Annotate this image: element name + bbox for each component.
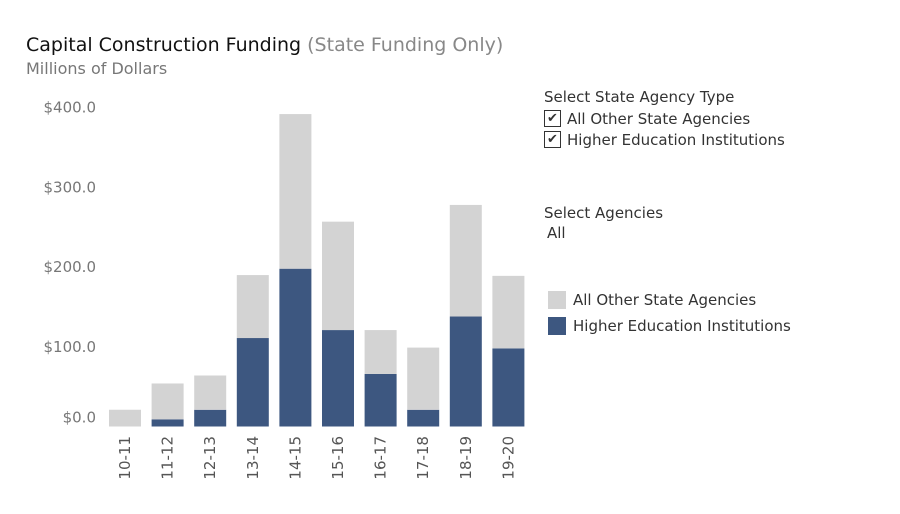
y-tick-label: $200.0	[44, 258, 97, 276]
x-tick-label: 16-17	[372, 436, 390, 480]
checkbox-all-other[interactable]: ✔ All Other State Agencies	[544, 108, 785, 129]
bar-all-other-17-18	[407, 347, 440, 410]
check-icon: ✔	[544, 110, 561, 127]
bar-higher-ed-17-18	[407, 409, 440, 427]
bar-all-other-15-16	[322, 221, 354, 331]
legend-item-all-other[interactable]: All Other State Agencies	[548, 287, 791, 313]
bar-higher-ed-15-16	[322, 330, 354, 427]
y-tick-label: $300.0	[44, 178, 97, 196]
bar-all-other-12-13	[194, 375, 227, 410]
filter-label: Select State Agency Type	[544, 88, 735, 106]
checkbox-label: Higher Education Institutions	[567, 130, 785, 149]
y-tick-label: $0.0	[63, 409, 96, 427]
legend-item-higher-ed[interactable]: Higher Education Institutions	[548, 313, 791, 339]
bar-all-other-16-17	[364, 330, 397, 374]
agency-type-filter: Select State Agency Type ✔ All Other Stat…	[544, 88, 785, 150]
x-tick-label: 17-18	[414, 436, 432, 480]
agencies-dropdown[interactable]: All	[547, 224, 566, 242]
x-tick-label: 10-11	[116, 436, 134, 480]
agencies-filter: Select Agencies All	[544, 204, 663, 242]
bar-higher-ed-11-12	[151, 419, 184, 427]
x-tick-label: 12-13	[201, 436, 219, 480]
bar-higher-ed-18-19	[449, 316, 482, 427]
bar-higher-ed-13-14	[236, 338, 269, 427]
legend-swatch	[548, 317, 566, 335]
bar-higher-ed-14-15	[279, 268, 312, 427]
y-tick-label: $400.0	[44, 99, 97, 117]
bar-all-other-19-20	[492, 275, 525, 349]
bar-higher-ed-19-20	[492, 348, 525, 427]
legend-label: Higher Education Institutions	[573, 317, 791, 335]
bar-all-other-18-19	[449, 204, 482, 317]
x-tick-label: 11-12	[159, 436, 177, 480]
legend-label: All Other State Agencies	[573, 291, 757, 309]
legend-swatch	[548, 291, 566, 309]
bar-higher-ed-16-17	[364, 373, 397, 427]
x-tick-label: 18-19	[457, 436, 475, 480]
bar-all-other-13-14	[236, 275, 269, 339]
checkbox-higher-ed[interactable]: ✔ Higher Education Institutions	[544, 129, 785, 150]
checkbox-label: All Other State Agencies	[567, 109, 751, 128]
bar-all-other-14-15	[279, 114, 312, 269]
filter-label: Select Agencies	[544, 204, 664, 222]
legend: All Other State Agencies Higher Educatio…	[548, 287, 791, 339]
x-tick-label: 15-16	[329, 436, 347, 480]
bar-all-other-11-12	[151, 383, 184, 420]
y-tick-label: $100.0	[44, 338, 97, 356]
bar-higher-ed-12-13	[194, 409, 227, 427]
check-icon: ✔	[544, 131, 561, 148]
units-label: Millions of Dollars	[26, 59, 168, 78]
x-tick-label: 14-15	[286, 436, 304, 480]
x-tick-label: 19-20	[499, 436, 517, 480]
bar-all-other-10-11	[109, 409, 141, 427]
chart-title: Capital Construction Funding (State Fund…	[26, 34, 504, 56]
x-tick-label: 13-14	[244, 436, 262, 480]
